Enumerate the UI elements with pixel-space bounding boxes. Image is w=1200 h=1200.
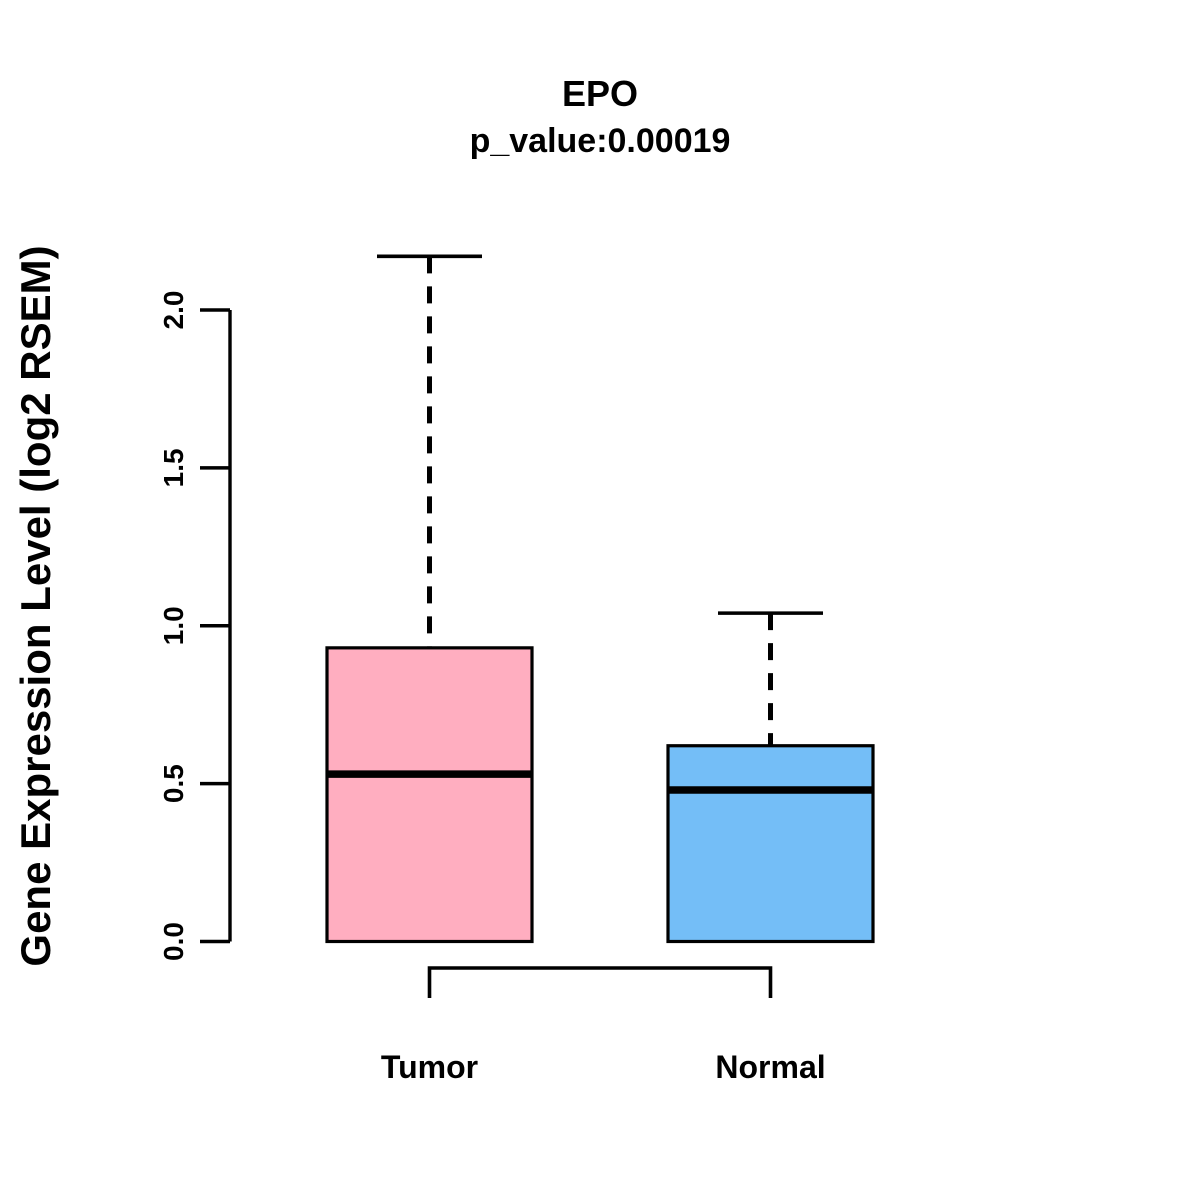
y-axis: 0.0 0.5 1.0 1.5 2.0 xyxy=(158,291,232,961)
y-tick-label: 2.0 xyxy=(158,291,189,330)
chart-title: EPO xyxy=(561,73,639,114)
iqr-box xyxy=(666,744,875,944)
y-tick-label: 0.5 xyxy=(158,764,189,803)
significance-bracket xyxy=(427,966,773,998)
y-tick-label: 1.0 xyxy=(158,606,189,645)
y-tick-label: 0.0 xyxy=(158,922,189,961)
x-category-label: Normal xyxy=(715,1049,825,1085)
box-group-tumor: Tumor xyxy=(325,254,534,1085)
y-tick-label: 1.5 xyxy=(158,448,189,487)
chart-subtitle: p_value:0.00019 xyxy=(469,122,731,160)
iqr-box xyxy=(325,646,534,944)
box-group-normal: Normal xyxy=(666,611,875,1085)
x-category-label: Tumor xyxy=(381,1049,478,1085)
